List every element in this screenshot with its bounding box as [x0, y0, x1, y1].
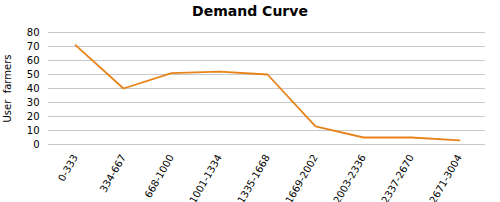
svg-text:2337-2670: 2337-2670 — [379, 153, 416, 202]
svg-text:70: 70 — [27, 41, 40, 52]
svg-text:1335-1668: 1335-1668 — [235, 153, 272, 202]
svg-text:0-333: 0-333 — [56, 153, 80, 184]
html-text:Demand Curve: Demand Curve — [192, 3, 308, 19]
svg-text:2003-2336: 2003-2336 — [331, 153, 368, 202]
svg-text:2671-3004: 2671-3004 — [427, 153, 464, 202]
svg-text:60: 60 — [27, 55, 40, 66]
svg-text:30: 30 — [27, 97, 40, 108]
svg-text:1669-2002: 1669-2002 — [283, 153, 320, 202]
svg-text:20: 20 — [27, 111, 40, 122]
svg-text:50: 50 — [27, 69, 40, 80]
svg-text:1001-1334: 1001-1334 — [187, 153, 224, 202]
svg-text:10: 10 — [27, 125, 40, 136]
svg-text:User farmers: User farmers — [2, 55, 13, 123]
svg-text:668-1000: 668-1000 — [142, 153, 176, 200]
svg-text:0: 0 — [33, 139, 39, 150]
svg-text:80: 80 — [27, 27, 40, 38]
svg-text:40: 40 — [27, 83, 40, 94]
svg-text:334-667: 334-667 — [98, 153, 128, 195]
